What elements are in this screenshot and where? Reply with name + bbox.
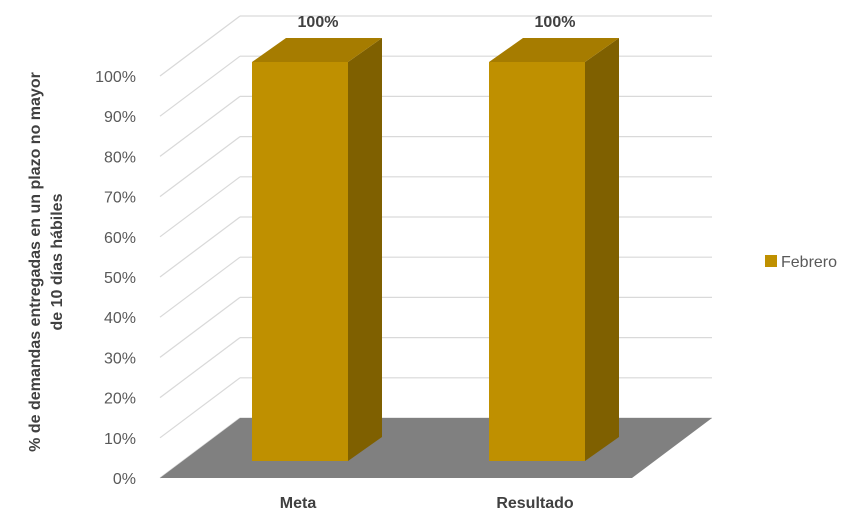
x-axis-categories: Meta Resultado	[280, 495, 574, 512]
bar-front	[252, 62, 348, 461]
bar-top	[252, 38, 382, 62]
y-tick-label: 50%	[104, 270, 136, 287]
gridline-side	[159, 55, 241, 117]
x-category-label: Meta	[280, 495, 317, 512]
x-category-label: Resultado	[496, 495, 574, 512]
y-tick-label: 20%	[104, 391, 136, 408]
gridline-side	[159, 136, 241, 198]
y-tick-label: 10%	[104, 431, 136, 448]
gridline-side	[159, 256, 241, 318]
y-axis-title-line: % de demandas entregadas en un plazo no …	[27, 72, 44, 452]
legend-swatch	[765, 255, 777, 267]
gridline-side	[159, 337, 241, 399]
bar	[252, 38, 382, 461]
y-tick-label: 90%	[104, 109, 136, 126]
gridline-side	[159, 15, 241, 77]
gridline-side	[159, 296, 241, 358]
gridlines	[159, 15, 712, 479]
bar-top	[489, 38, 619, 62]
legend: Febrero	[765, 254, 837, 271]
y-tick-label: 80%	[104, 149, 136, 166]
y-tick-label: 70%	[104, 190, 136, 207]
y-tick-label: 60%	[104, 230, 136, 247]
data-label: 100%	[298, 14, 339, 31]
chart-floor	[160, 418, 712, 478]
bars	[252, 38, 619, 461]
y-axis-title-line: de 10 días hábiles	[49, 193, 66, 330]
gridline-side	[159, 216, 241, 278]
data-label: 100%	[535, 14, 576, 31]
y-axis-title: % de demandas entregadas en un plazo no …	[27, 72, 66, 452]
data-labels: 100% 100%	[298, 14, 576, 31]
legend-label: Febrero	[781, 254, 837, 271]
bar-front	[489, 62, 585, 461]
gridline-side	[159, 95, 241, 157]
gridline-side	[159, 377, 241, 439]
bar	[489, 38, 619, 461]
y-tick-label: 40%	[104, 310, 136, 327]
gridline-side	[159, 176, 241, 238]
y-axis-ticks: 0% 10% 20% 30% 40% 50% 60% 70% 80% 90% 100%	[95, 69, 136, 488]
bar-side	[348, 38, 382, 461]
y-tick-label: 30%	[104, 350, 136, 367]
y-tick-label: 100%	[95, 69, 136, 86]
y-tick-label: 0%	[113, 471, 136, 488]
bar-side	[585, 38, 619, 461]
